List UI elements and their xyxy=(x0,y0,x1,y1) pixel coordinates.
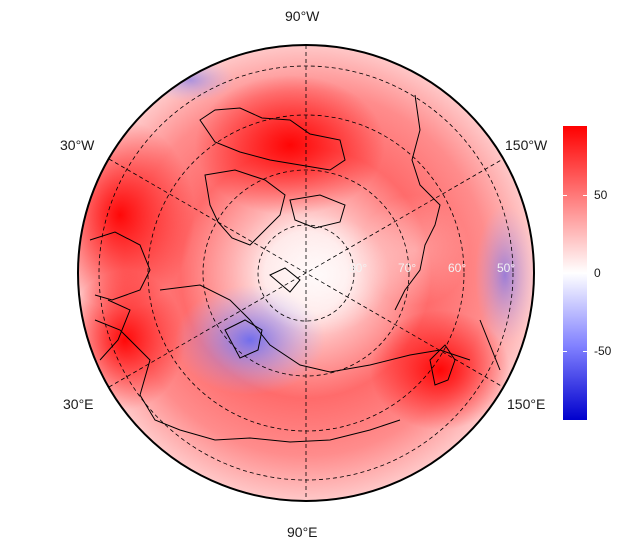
colorbar-tickmark-neg50-right xyxy=(583,351,587,352)
lat-label-80: 80° xyxy=(349,261,367,275)
colorbar-label-neg50: -50 xyxy=(594,344,612,358)
lat-label-70: 70° xyxy=(398,261,416,275)
graticule xyxy=(98,45,514,501)
coastlines xyxy=(89,94,501,443)
lon-label-lower-right: 150°E xyxy=(507,396,546,412)
colorbar-tickmark-neg50 xyxy=(563,351,567,352)
colorbar-label-0: 0 xyxy=(594,266,601,280)
colorbar-tickmark-50-right xyxy=(583,195,587,196)
colorbar-tickmark-0-right xyxy=(583,273,587,274)
lon-label-bottom: 90°E xyxy=(287,524,318,540)
lon-label-lower-left: 30°E xyxy=(63,396,94,412)
lon-label-upper-right: 150°W xyxy=(505,137,548,153)
anomaly-field xyxy=(78,45,534,501)
lat-label-60: 60° xyxy=(448,261,466,275)
lon-label-upper-left: 30°W xyxy=(60,137,95,153)
colorbar-tickmark-50 xyxy=(563,195,567,196)
colorbar-label-50: 50 xyxy=(594,188,608,202)
lon-label-top: 90°W xyxy=(285,8,320,24)
lat-label-50: 50° xyxy=(497,261,515,275)
map-outline xyxy=(77,44,535,502)
colorbar-tickmark-0 xyxy=(563,273,567,274)
